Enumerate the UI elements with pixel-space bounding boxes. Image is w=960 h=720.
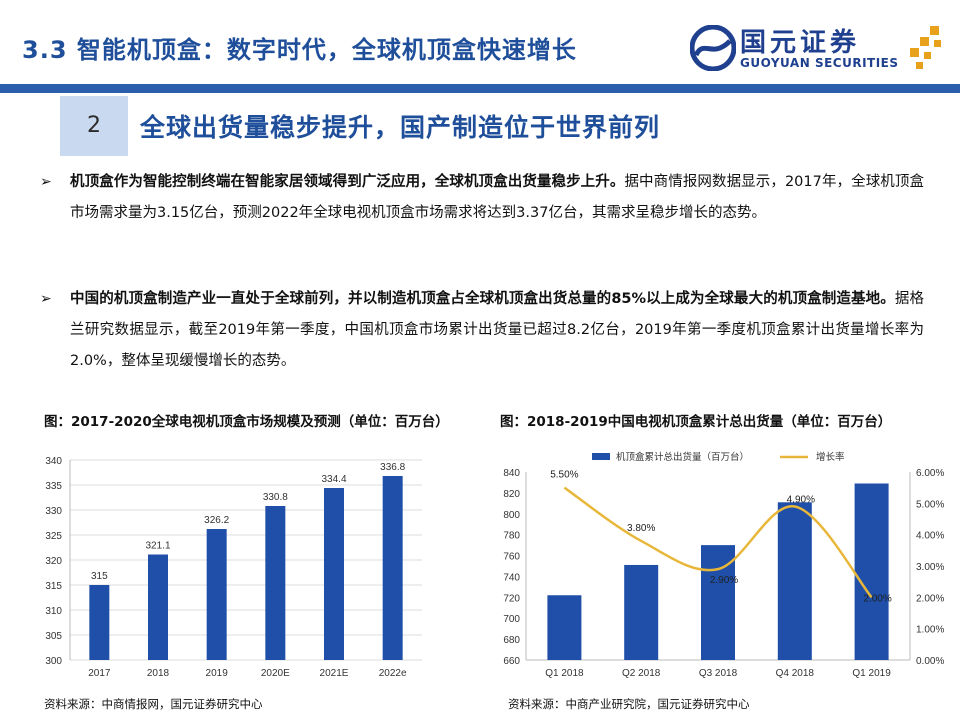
bullet-item: ➢ 中国的机顶盒制造产业一直处于全球前列，并以制造机顶盒占全球机顶盒出货总量的8…	[40, 284, 924, 380]
bullet-lead: 中国的机顶盒制造产业一直处于全球前列，并以制造机顶盒占全球机顶盒出货总量的85%…	[70, 291, 895, 307]
y-tick-label: 300	[45, 656, 62, 667]
right-figure-caption: 图：2018-2019中国电视机顶盒累计总出货量（单位：百万台）	[500, 414, 892, 430]
x-tick-label: Q1 2019	[852, 668, 891, 679]
y-tick-label: 315	[45, 581, 62, 592]
bullet-lead: 机顶盒作为智能控制终端在智能家居领域得到广泛应用，全球机顶盒出货量稳步上升。	[70, 174, 625, 190]
bar	[624, 564, 659, 660]
bar	[265, 506, 286, 660]
data-label: 334.4	[321, 474, 346, 485]
y-tick-label: 320	[45, 556, 62, 567]
y-tick-label: 310	[45, 606, 62, 617]
legend-line-label: 增长率	[816, 451, 845, 463]
y2-tick-label: 5.00%	[916, 499, 944, 510]
x-tick-label: 2022e	[379, 668, 407, 679]
bullet-body: 据中商情报网数据显示，2017年，全球机顶盒市场需求量为3.15亿台，预测202…	[70, 174, 924, 221]
x-tick-label: 2018	[147, 668, 170, 679]
header-divider	[0, 84, 960, 93]
left-bar-chart: 300 305 310 315 320 325 330 335 340 315 2017 321.1 2…	[45, 456, 422, 679]
y-tick-label: 680	[503, 635, 520, 646]
bar	[547, 595, 582, 660]
bar	[206, 529, 227, 660]
data-label: 330.8	[263, 492, 288, 503]
line-data-label: 2.90%	[710, 575, 738, 586]
y-tick-label: 330	[45, 506, 62, 517]
y-tick-label: 720	[503, 593, 520, 604]
line-data-label: 5.50%	[550, 470, 578, 481]
x-tick-label: 2020E	[261, 668, 290, 679]
y2-tick-label: 1.00%	[916, 625, 944, 636]
data-label: 336.8	[380, 462, 405, 473]
logo-english-name: GUOYUAN SECURITIES	[740, 56, 899, 70]
bar	[89, 585, 110, 660]
bullet-body: 据格兰研究数据显示，截至2019年第一季度，中国机顶盒市场累计出货量已超过8.2…	[70, 291, 925, 369]
y-tick-label: 700	[503, 614, 520, 625]
y-tick-label: 760	[503, 552, 520, 563]
bar	[777, 502, 812, 660]
section-title: 全球出货量稳步提升，国产制造位于世界前列	[140, 113, 661, 142]
bullet-item: ➢ 机顶盒作为智能控制终端在智能家居领域得到广泛应用，全球机顶盒出货量稳步上升。…	[40, 167, 924, 263]
y-tick-label: 740	[503, 572, 520, 583]
y-tick-label: 780	[503, 531, 520, 542]
arrow-bullet-icon: ➢	[40, 291, 52, 307]
x-tick-label: 2019	[206, 668, 229, 679]
y2-tick-label: 3.00%	[916, 562, 944, 573]
y2-tick-label: 4.00%	[916, 531, 944, 542]
growth-rate-line	[563, 486, 873, 599]
line-data-label: 4.90%	[787, 494, 815, 505]
y-tick-label: 305	[45, 631, 62, 642]
x-tick-label: Q3 2018	[699, 668, 738, 679]
bar	[324, 488, 344, 660]
legend-bar-swatch	[592, 453, 610, 460]
x-tick-label: Q1 2018	[545, 668, 584, 679]
y-tick-label: 800	[503, 510, 520, 521]
y-tick-label: 335	[45, 481, 62, 492]
logo-chinese-name: 国元证券	[740, 28, 861, 58]
left-figure-caption: 图：2017-2020全球电视机顶盒市场规模及预测（单位：百万台）	[44, 414, 449, 430]
section-number: 2	[60, 96, 128, 156]
y-tick-label: 340	[45, 456, 62, 467]
arrow-bullet-icon: ➢	[40, 174, 52, 190]
x-tick-label: Q2 2018	[622, 668, 661, 679]
legend-bar-label: 机顶盒累计总出货量（百万台）	[616, 451, 749, 463]
x-tick-label: 2021E	[320, 668, 349, 679]
x-tick-label: Q4 2018	[776, 668, 815, 679]
data-label: 321.1	[145, 541, 170, 552]
bar	[382, 476, 403, 660]
data-label: 326.2	[204, 515, 229, 526]
page-title: 3.3 智能机顶盒：数字时代，全球机顶盒快速增长	[22, 36, 577, 64]
bar	[148, 554, 168, 660]
logo-squares-icon	[910, 26, 941, 69]
left-source-note: 资料来源：中商情报网，国元证券研究中心	[44, 697, 263, 711]
right-source-note: 资料来源：中商产业研究院，国元证券研究中心	[508, 697, 750, 711]
y-tick-label: 325	[45, 531, 62, 542]
logo-emblem-icon	[690, 25, 736, 71]
right-combo-chart: 660 680 700 720 740 760 780 800 820 840 0.00% 1.00%…	[503, 451, 944, 679]
y2-tick-label: 6.00%	[916, 468, 944, 479]
line-data-label: 3.80%	[627, 523, 655, 534]
line-data-label: 2.00%	[863, 593, 891, 604]
y-tick-label: 820	[503, 489, 520, 500]
y-tick-label: 660	[503, 656, 520, 667]
y2-tick-label: 2.00%	[916, 593, 944, 604]
x-tick-label: 2017	[88, 668, 111, 679]
y2-tick-label: 0.00%	[916, 656, 944, 667]
bar	[854, 483, 889, 660]
y-tick-label: 840	[503, 468, 520, 479]
brand-logo: 国元证券 GUOYUAN SECURITIES	[690, 22, 950, 74]
data-label: 315	[91, 571, 108, 582]
